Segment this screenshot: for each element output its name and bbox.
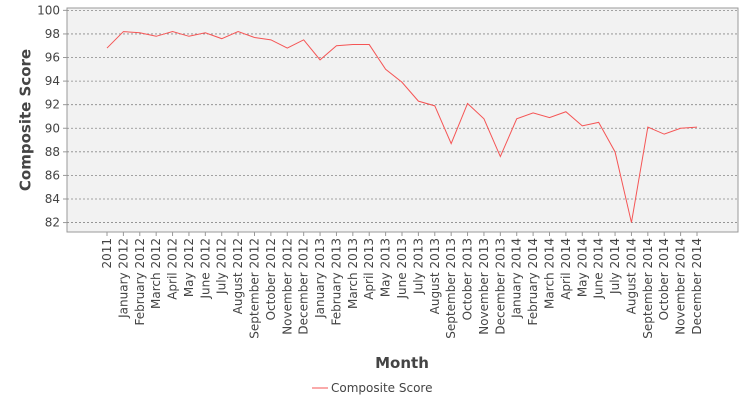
x-tick-label: July 2012 (215, 238, 229, 295)
x-tick-label: November 2013 (477, 238, 491, 335)
x-axis-title: Month (375, 354, 429, 372)
series-line (106, 31, 698, 223)
x-tick-label: June 2014 (592, 238, 606, 300)
x-tick-label: September 2013 (444, 238, 458, 339)
y-tick-label: 96 (45, 51, 60, 65)
x-tick-label: February 2012 (133, 238, 147, 326)
x-tick-label: April 2012 (166, 238, 180, 300)
y-tick-label: 86 (45, 168, 60, 182)
x-tick-label: January 2013 (313, 238, 327, 319)
x-tick-label: July 2014 (608, 238, 622, 295)
x-tick-label: April 2014 (559, 238, 573, 300)
x-tick-label: April 2013 (362, 238, 376, 300)
x-tick-label: November 2014 (674, 238, 688, 335)
x-tick-label: August 2014 (624, 238, 638, 314)
plot-area (66, 7, 739, 233)
x-tick-label: January 2014 (510, 238, 524, 319)
x-tick-label: March 2013 (346, 238, 360, 309)
x-tick-label: October 2014 (657, 238, 671, 320)
x-tick-label: August 2012 (231, 238, 245, 314)
x-tick-label: 2011 (100, 238, 114, 269)
y-tick-label: 92 (45, 98, 60, 112)
y-tick-label: 90 (45, 121, 60, 135)
y-axis-title: Composite Score (17, 49, 35, 191)
x-tick-label: May 2013 (379, 238, 393, 297)
x-tick-label: January 2012 (116, 238, 130, 319)
x-tick-label: March 2014 (543, 238, 557, 309)
x-tick-label: August 2013 (428, 238, 442, 314)
x-tick-label: July 2013 (411, 238, 425, 295)
x-tick-label: December 2012 (297, 238, 311, 335)
x-tick-label: December 2013 (493, 238, 507, 335)
x-tick-label: October 2013 (461, 238, 475, 320)
x-tick-label: May 2014 (575, 238, 589, 297)
x-tick-label: October 2012 (264, 238, 278, 320)
x-tick-label: February 2013 (329, 238, 343, 326)
y-tick-label: 84 (45, 192, 60, 206)
y-tick-label: 98 (45, 27, 60, 41)
x-tick-label: November 2012 (280, 238, 294, 335)
y-tick-label: 82 (45, 216, 60, 230)
x-tick-label: June 2013 (395, 238, 409, 300)
x-tick-label: September 2014 (641, 238, 655, 339)
x-tick-label: March 2012 (149, 238, 163, 309)
y-tick-label: 94 (45, 74, 60, 88)
x-tick-label: May 2012 (182, 238, 196, 297)
x-tick-label: February 2014 (526, 238, 540, 326)
x-tick-label: September 2012 (248, 238, 262, 339)
x-tick-label: December 2014 (690, 238, 704, 335)
y-tick-label: 88 (45, 145, 60, 159)
legend-label: Composite Score (331, 381, 432, 395)
y-tick-label: 100 (37, 3, 60, 17)
x-tick-label: June 2012 (198, 238, 212, 300)
